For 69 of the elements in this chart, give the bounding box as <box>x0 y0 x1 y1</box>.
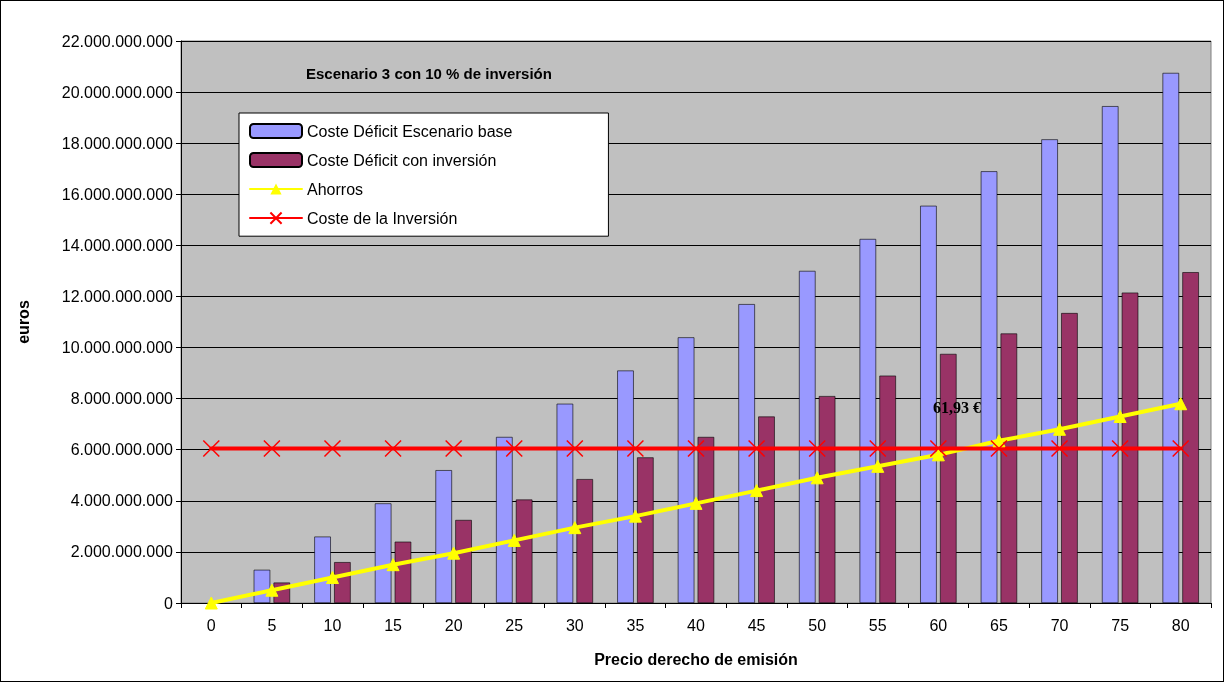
point <box>323 439 342 458</box>
point <box>568 521 582 535</box>
y-tick-label: 20.000.000.000 <box>61 83 174 101</box>
point <box>507 533 521 547</box>
y-tick-label: 8.000.000.000 <box>70 390 174 408</box>
point <box>265 583 279 597</box>
x-tick-label: 55 <box>868 616 887 634</box>
point <box>263 439 281 458</box>
point <box>626 439 645 458</box>
y-tick-label: 14.000.000.000 <box>61 236 174 254</box>
text: Escenario 3 con 10 % de inversión <box>306 65 552 82</box>
y-tick-label: 18.000.000.000 <box>61 134 174 152</box>
point <box>447 546 461 560</box>
point <box>747 439 766 458</box>
x-tick-label: 15 <box>384 616 403 634</box>
y-tick-label: 10.000.000.000 <box>61 339 174 357</box>
x-tick-label: 30 <box>565 616 584 634</box>
y-tick-label: 6.000.000.000 <box>70 441 174 459</box>
y-tick-label: 12.000.000.000 <box>61 287 174 305</box>
x-tick-label: 0 <box>206 616 216 634</box>
point <box>871 459 885 473</box>
x-tick-label: 80 <box>1171 616 1190 634</box>
point <box>750 484 764 498</box>
point <box>687 439 705 458</box>
y-tick-label: 0 <box>164 594 174 612</box>
point <box>929 439 948 458</box>
point <box>990 439 1008 458</box>
point <box>1113 410 1127 424</box>
point <box>204 596 218 610</box>
point <box>1174 397 1188 411</box>
x-tick-label: 60 <box>929 616 948 634</box>
x-tick-label: 35 <box>626 616 645 634</box>
legend-label: Coste de la Inversión <box>307 209 458 227</box>
x-tick-label: 40 <box>687 616 705 634</box>
point <box>689 496 703 510</box>
x-tick-label: 65 <box>990 616 1008 634</box>
point <box>566 439 584 458</box>
y-tick-label: 22.000.000.000 <box>61 32 174 50</box>
point <box>505 439 523 458</box>
x-tick-label: 5 <box>267 616 277 634</box>
x-tick-label: 45 <box>747 616 766 634</box>
legend-label: Coste Déficit Escenario base <box>307 122 513 140</box>
y-axis-title: euros <box>14 300 32 344</box>
legend-label: Coste Déficit con inversión <box>307 151 497 169</box>
x-axis-title: Precio derecho de emisión <box>594 650 798 668</box>
point <box>808 439 826 458</box>
x-tick-label: 20 <box>444 616 463 634</box>
y-tick-label: 16.000.000.000 <box>61 185 174 203</box>
point <box>386 558 400 572</box>
point <box>1053 422 1067 436</box>
point <box>869 439 887 458</box>
point <box>325 570 339 584</box>
point <box>1171 439 1190 458</box>
point <box>1050 439 1069 458</box>
point <box>628 509 642 523</box>
legend-label: Ahorros <box>307 180 364 198</box>
x-tick-label: 10 <box>323 616 342 634</box>
point <box>202 439 221 458</box>
point <box>810 471 824 485</box>
x-tick-label: 50 <box>808 616 827 634</box>
x-tick-label: 75 <box>1111 616 1130 634</box>
y-tick-label: 2.000.000.000 <box>70 543 174 561</box>
point <box>931 448 945 462</box>
y-tick-label: 4.000.000.000 <box>70 492 174 510</box>
x-tick-label: 25 <box>505 616 524 634</box>
point <box>1111 439 1129 458</box>
point <box>444 439 463 458</box>
point <box>384 439 402 458</box>
x-tick-label: 70 <box>1050 616 1069 634</box>
